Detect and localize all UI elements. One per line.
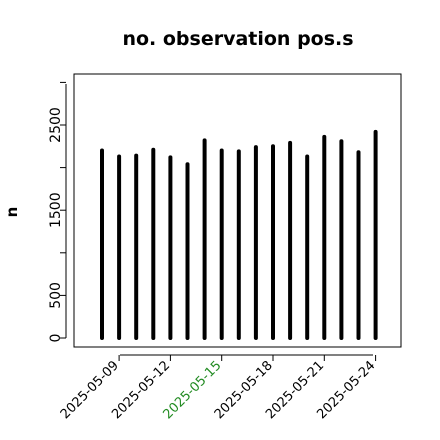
y-ticks-group: 0 500 1500 2500 (48, 81, 66, 343)
y-tick-label: 1500 (48, 192, 64, 228)
y-tick-label: 0 (48, 334, 64, 343)
plot-frame (73, 73, 402, 348)
x-ticks-group: 2025-05-092025-05-122025-05-152025-05-18… (58, 355, 378, 422)
y-axis-label: n (3, 207, 21, 218)
bars-group (100, 129, 378, 340)
chart-title: no. observation pos.s (122, 28, 353, 50)
y-tick-label: 500 (48, 282, 64, 309)
y-tick-label: 2500 (48, 107, 64, 143)
